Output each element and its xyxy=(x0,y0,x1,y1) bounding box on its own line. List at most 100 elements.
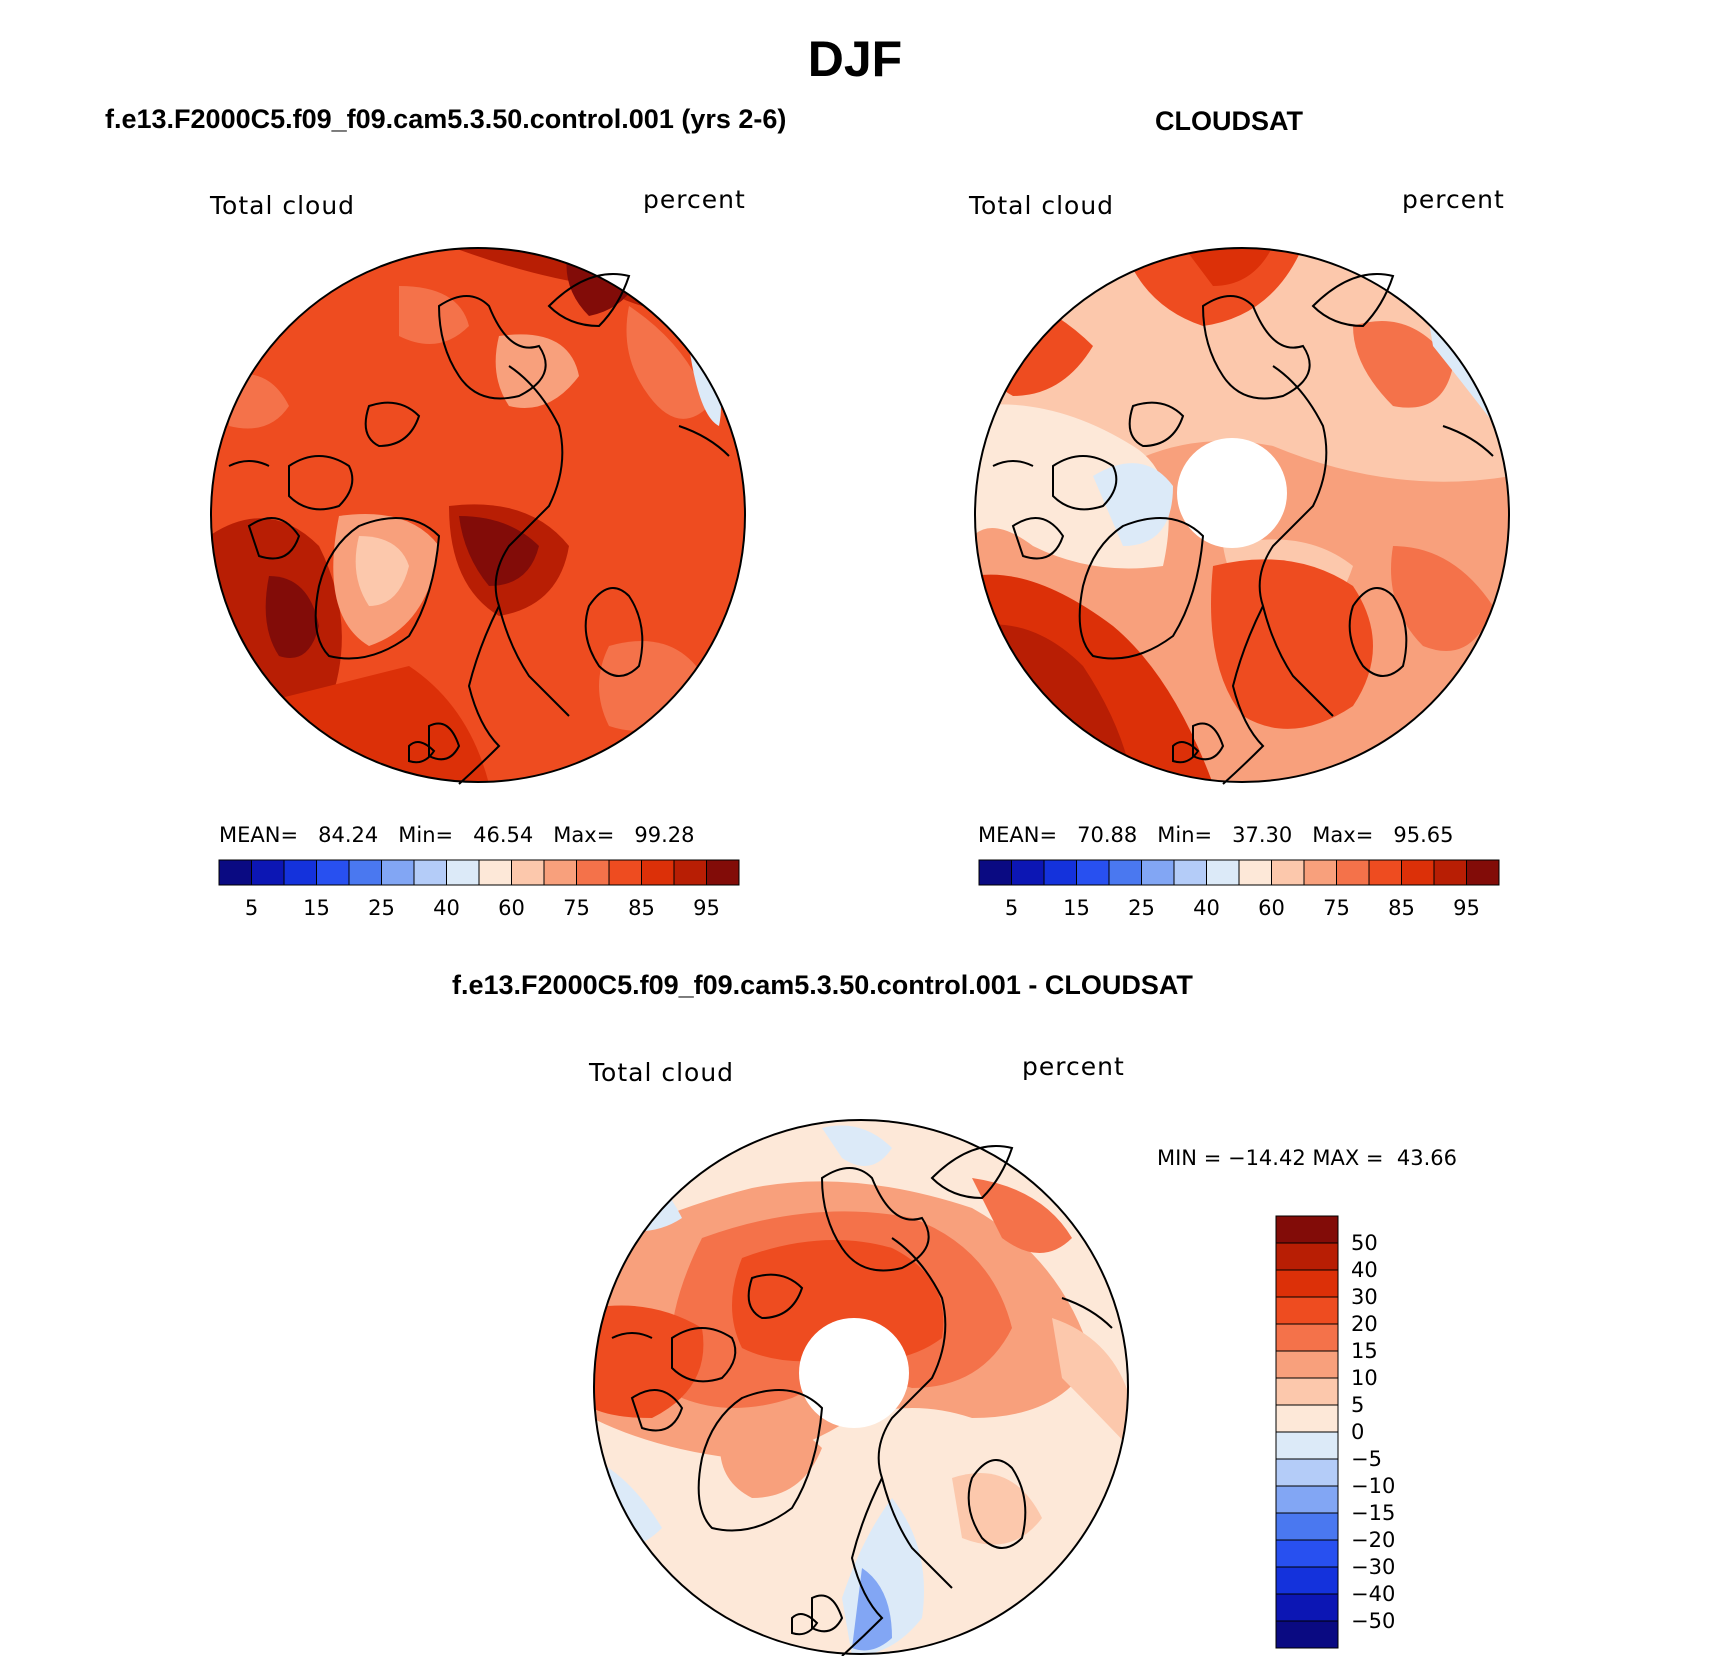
panel2-stats: MEAN= 70.88 Min= 37.30 Max= 95.65 xyxy=(978,823,1453,847)
panel2-variable-label: Total cloud xyxy=(969,191,1115,220)
panel2-mean-value: 70.88 xyxy=(1077,823,1138,847)
panel1-min-label: Min= xyxy=(398,823,454,847)
panel2-colorbar-box-15 xyxy=(1466,859,1500,886)
panel1-colorbar-box-0 xyxy=(218,859,252,886)
panel1-stats: MEAN= 84.24 Min= 46.54 Max= 99.28 xyxy=(219,823,694,847)
panel1-colorbar-box-15 xyxy=(706,859,740,886)
panel2-min-value: 37.30 xyxy=(1232,823,1293,847)
panel1-max-value: 99.28 xyxy=(634,823,695,847)
panel2-colorbar-label-1: 15 xyxy=(1063,896,1090,920)
panel3-title: f.e13.F2000C5.f09_f09.cam5.3.50.control.… xyxy=(452,970,1193,1000)
panel2-colorbar-box-0 xyxy=(978,859,1012,886)
panel1-mean-value: 84.24 xyxy=(318,823,379,847)
main-title: DJF xyxy=(807,31,903,87)
panel2-colorbar-box-14 xyxy=(1433,859,1467,886)
panel3-colorbar-label-6: 5 xyxy=(1351,1393,1364,1417)
panel3-colorbar-label-13: −40 xyxy=(1351,1582,1395,1606)
panel3-colorbar-label-9: −10 xyxy=(1351,1474,1395,1498)
panel3-colorbar-box-0 xyxy=(1275,1215,1339,1244)
panel2-colorbar-box-6 xyxy=(1173,859,1207,886)
panel2-colorbar-box-3 xyxy=(1076,859,1110,886)
panel3-colorbar-box-4 xyxy=(1275,1323,1339,1352)
panel1-colorbar-label-0: 5 xyxy=(245,896,258,920)
panel3-colorbar-box-7 xyxy=(1275,1404,1339,1433)
panel2-colorbar-box-12 xyxy=(1368,859,1402,886)
panel3-colorbar-label-0: 50 xyxy=(1351,1231,1378,1255)
panel1-max-label: Max= xyxy=(553,823,615,847)
panel1-colorbar-label-7: 95 xyxy=(693,896,720,920)
panel1-colorbar-label-6: 85 xyxy=(628,896,655,920)
panel3-colorbar-box-5 xyxy=(1275,1350,1339,1379)
panel1-mean-label: MEAN= xyxy=(219,823,299,847)
panel1-colorbar-box-4 xyxy=(348,859,382,886)
panel1-colorbar-box-12 xyxy=(608,859,642,886)
panel1-colorbar-box-11 xyxy=(576,859,610,886)
panel3-colorbar-box-12 xyxy=(1275,1539,1339,1568)
panel3-colorbar-label-4: 15 xyxy=(1351,1339,1378,1363)
panel2-colorbar-box-8 xyxy=(1238,859,1272,886)
panel2-colorbar-label-6: 85 xyxy=(1388,896,1415,920)
panel1-colorbar-box-10 xyxy=(543,859,577,886)
panel3-colorbar-label-7: 0 xyxy=(1351,1420,1364,1444)
panel3-polar-map xyxy=(593,1119,1129,1656)
panel1-colorbar-box-14 xyxy=(673,859,707,886)
panel1-colorbar-box-7 xyxy=(446,859,480,886)
panel2-colorbar-box-5 xyxy=(1141,859,1175,886)
panel2-colorbar-label-7: 95 xyxy=(1453,896,1480,920)
panel3-colorbar-box-13 xyxy=(1275,1566,1339,1595)
panel3-colorbar-box-1 xyxy=(1275,1242,1339,1271)
panel1-colorbar-box-9 xyxy=(511,859,545,886)
panel1-colorbar: 5 15 25 40 60 75 85 95 xyxy=(218,859,740,920)
panel2-colorbar-box-1 xyxy=(1011,859,1045,886)
panel1-colorbar-box-8 xyxy=(478,859,512,886)
panel2-colorbar-box-9 xyxy=(1271,859,1305,886)
panel3-colorbar-box-3 xyxy=(1275,1296,1339,1325)
panel1-units-label: percent xyxy=(643,185,746,214)
panel1-colorbar-label-4: 60 xyxy=(498,896,525,920)
panel3-colorbar-box-11 xyxy=(1275,1512,1339,1541)
panel3-colorbar-label-11: −20 xyxy=(1351,1528,1395,1552)
panel2-mean-label: MEAN= xyxy=(978,823,1058,847)
panel3-colorbar-label-12: −30 xyxy=(1351,1555,1395,1579)
panel1-polar-map xyxy=(210,247,746,785)
panel2-colorbar-box-11 xyxy=(1336,859,1370,886)
panel2-colorbar-box-2 xyxy=(1043,859,1077,886)
panel2-max-label: Max= xyxy=(1312,823,1374,847)
panel3-colorbar-label-1: 40 xyxy=(1351,1258,1378,1282)
panel2-colorbar-label-4: 60 xyxy=(1258,896,1285,920)
panel3-colorbar-label-5: 10 xyxy=(1351,1366,1378,1390)
panel1-min-value: 46.54 xyxy=(473,823,534,847)
panel2-colorbar-box-10 xyxy=(1303,859,1337,886)
panel1-variable-label: Total cloud xyxy=(210,191,356,220)
panel3-colorbar-label-8: −5 xyxy=(1351,1447,1382,1471)
panel1-colorbar-box-1 xyxy=(251,859,285,886)
panel2-colorbar-label-5: 75 xyxy=(1323,896,1350,920)
panel1-colorbar-label-3: 40 xyxy=(433,896,460,920)
panel2-colorbar: 5 15 25 40 60 75 85 95 xyxy=(978,859,1500,920)
panel2-title: CLOUDSAT xyxy=(1155,106,1303,136)
panel2-colorbar-box-4 xyxy=(1108,859,1142,886)
panel2-units-label: percent xyxy=(1402,185,1505,214)
panel2-polar-map xyxy=(974,247,1510,785)
panel2-colorbar-label-0: 5 xyxy=(1005,896,1018,920)
panel1-colorbar-label-5: 75 xyxy=(563,896,590,920)
panel3-colorbar-box-14 xyxy=(1275,1593,1339,1622)
panel1-colorbar-box-13 xyxy=(641,859,675,886)
panel3-variable-label: Total cloud xyxy=(589,1058,735,1087)
panel2-colorbar-label-3: 40 xyxy=(1193,896,1220,920)
panel3-minmax: MIN = −14.42 MAX = 43.66 xyxy=(1157,1146,1457,1170)
panel2-colorbar-box-7 xyxy=(1206,859,1240,886)
panel1-colorbar-label-1: 15 xyxy=(303,896,330,920)
panel3-colorbar-box-9 xyxy=(1275,1458,1339,1487)
panel1-colorbar-label-2: 25 xyxy=(368,896,395,920)
panel3-units-label: percent xyxy=(1022,1052,1125,1081)
panel2-colorbar-label-2: 25 xyxy=(1128,896,1155,920)
panel3-colorbar-box-2 xyxy=(1275,1269,1339,1298)
panel3-colorbar-label-2: 30 xyxy=(1351,1285,1378,1309)
panel1-colorbar-box-2 xyxy=(283,859,317,886)
panel3-colorbar-box-6 xyxy=(1275,1377,1339,1406)
panel3-colorbar-box-8 xyxy=(1275,1431,1339,1460)
panel1-title: f.e13.F2000C5.f09_f09.cam5.3.50.control.… xyxy=(105,104,787,134)
panel2-colorbar-box-13 xyxy=(1401,859,1435,886)
